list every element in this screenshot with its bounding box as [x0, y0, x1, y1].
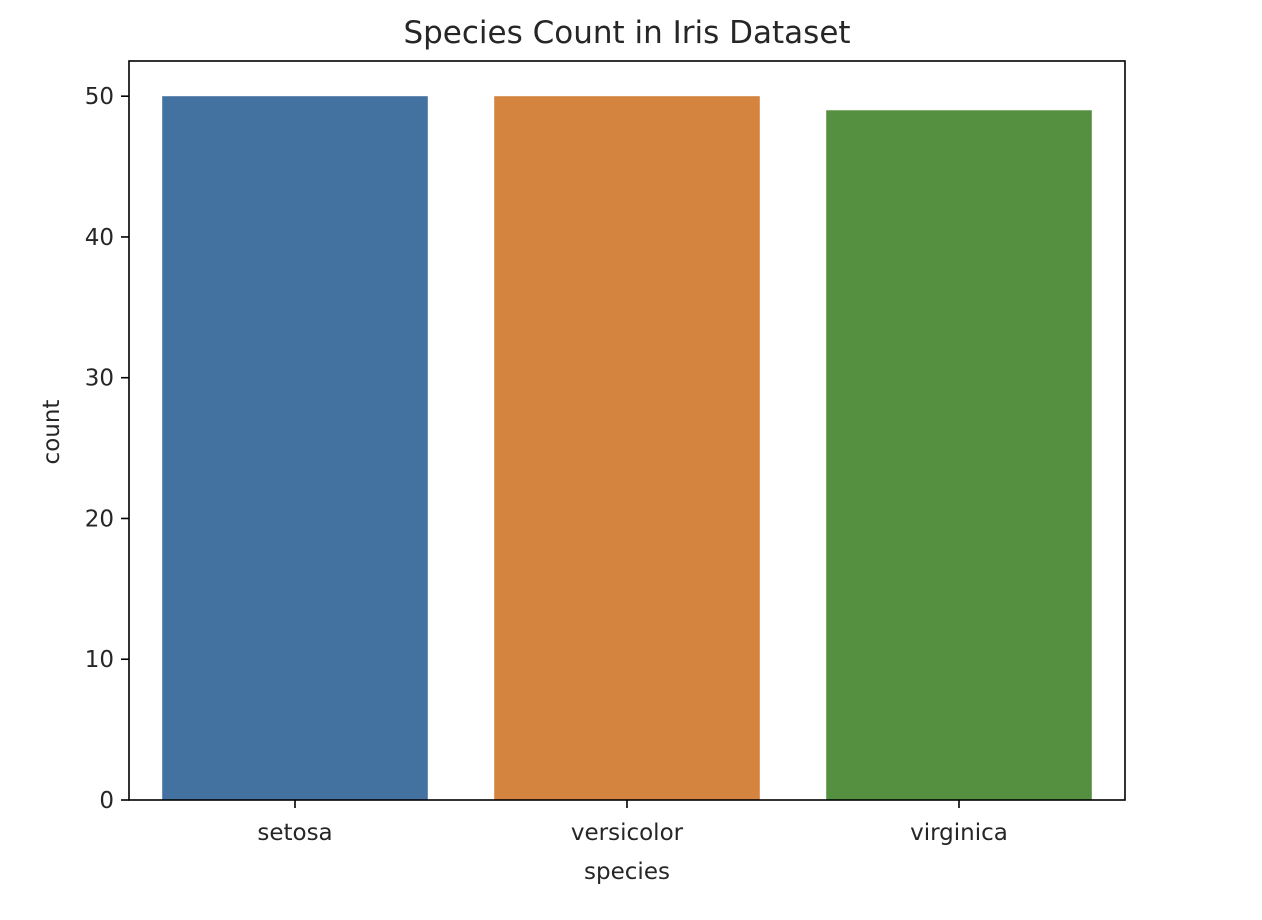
- plot-frame: [128, 60, 1126, 801]
- bar-setosa: [162, 96, 428, 800]
- y-tick-label: 30: [85, 366, 114, 392]
- x-axis-label: species: [584, 859, 670, 885]
- y-axis: 0 10 20 30 40 50: [85, 84, 129, 814]
- bars-layer: [162, 96, 1092, 801]
- bar-versicolor: [494, 96, 760, 800]
- chart-title: Species Count in Iris Dataset: [403, 15, 850, 51]
- x-axis: setosa versicolor virginica: [257, 800, 1008, 846]
- y-axis-label: count: [39, 400, 65, 465]
- y-tick-label: 50: [85, 84, 114, 110]
- bar-virginica: [826, 110, 1092, 801]
- x-tick-label: virginica: [910, 820, 1008, 846]
- y-tick-label: 0: [99, 788, 114, 814]
- x-tick-label: setosa: [257, 820, 332, 846]
- y-tick-label: 10: [85, 647, 114, 673]
- y-tick-label: 40: [85, 225, 114, 251]
- y-tick-label: 20: [85, 506, 114, 532]
- x-tick-label: versicolor: [571, 820, 684, 846]
